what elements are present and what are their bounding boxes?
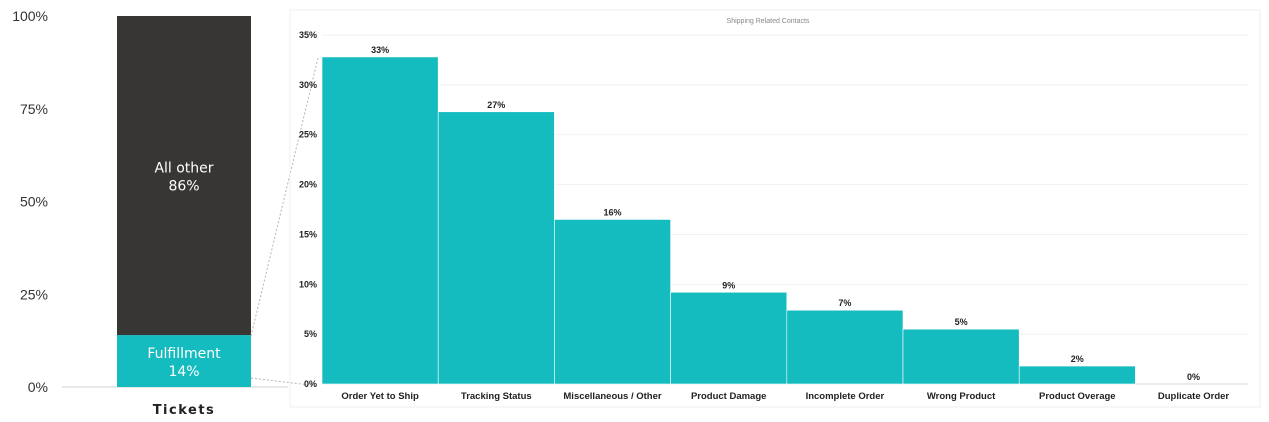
data-label-product-overage: 2%	[1071, 354, 1084, 364]
data-label-order-yet-to-ship: 33%	[371, 45, 389, 55]
right-y-tick-2: 10%	[299, 279, 317, 289]
left-y-axis: 0% 25% 50% 75% 100%	[12, 8, 48, 395]
data-label-product-damage: 9%	[722, 280, 735, 290]
shipping-contacts-chart: Shipping Related Contacts 0% 5% 10% 15% 20% 2…	[289, 9, 1261, 408]
bar-incomplete-order	[786, 309, 904, 385]
bar-miscellaneous-other	[554, 219, 671, 385]
left-y-tick-0: 0%	[28, 379, 48, 395]
bar-tracking-status	[437, 111, 555, 385]
right-y-tick-3: 15%	[299, 229, 317, 239]
category-label-miscellaneous-other: Miscellaneous / Other	[563, 391, 661, 402]
right-y-tick-7: 35%	[299, 30, 317, 40]
category-label-tracking-status: Tracking Status	[461, 391, 532, 402]
segment-value-all-other: 86%	[168, 179, 199, 195]
category-label-order-yet-to-ship: Order Yet to Ship	[341, 391, 419, 402]
right-data-labels: 33% 27% 16% 9% 7% 5% 2% 0%	[371, 45, 1200, 382]
category-label-incomplete-order: Incomplete Order	[806, 391, 885, 402]
category-label-product-damage: Product Damage	[691, 391, 767, 402]
connector-bottom	[250, 377, 319, 387]
chart-panel-border	[289, 9, 1261, 408]
right-y-axis: 0% 5% 10% 15% 20% 25% 30% 35%	[299, 30, 317, 389]
right-y-tick-4: 20%	[299, 180, 317, 190]
data-label-duplicate-order: 0%	[1187, 372, 1200, 382]
data-label-incomplete-order: 7%	[838, 298, 851, 308]
data-label-wrong-product: 5%	[955, 317, 968, 327]
category-label-duplicate-order: Duplicate Order	[1158, 391, 1230, 402]
category-label-wrong-product: Wrong Product	[927, 391, 996, 402]
category-label-product-overage: Product Overage	[1039, 391, 1116, 402]
left-y-tick-3: 75%	[20, 101, 48, 117]
data-label-miscellaneous-other: 16%	[603, 207, 621, 217]
right-y-tick-0: 0%	[304, 379, 317, 389]
right-y-tick-1: 5%	[304, 329, 317, 339]
left-bars: Fulfillment 14% All other 86%	[117, 16, 251, 387]
bar-segment-all-other	[117, 16, 251, 336]
bar-order-yet-to-ship	[321, 56, 439, 385]
right-y-tick-6: 30%	[299, 80, 317, 90]
bar-wrong-product	[902, 328, 1020, 385]
left-y-tick-4: 100%	[12, 8, 48, 24]
data-label-tracking-status: 27%	[487, 100, 505, 110]
tickets-axis-label: Tickets	[153, 403, 216, 418]
chart-title: Shipping Related Contacts	[727, 18, 810, 25]
left-y-tick-1: 25%	[20, 286, 48, 302]
right-x-axis: Order Yet to Ship Tracking Status Miscella…	[341, 391, 1229, 402]
segment-value-fulfillment: 14%	[168, 364, 199, 380]
segment-name-all-other: All other	[154, 161, 213, 177]
bar-product-overage	[1018, 365, 1136, 385]
connector-top	[250, 57, 319, 337]
tickets-stacked-chart: 0% 25% 50% 75% 100% Fulfillment 14% All other 8…	[12, 8, 288, 418]
segment-name-fulfillment: Fulfillment	[147, 346, 221, 362]
right-y-tick-5: 25%	[299, 130, 317, 140]
right-bars	[321, 56, 1136, 385]
bar-product-damage	[670, 291, 788, 385]
left-y-tick-2: 50%	[20, 194, 48, 210]
bar-segment-fulfillment	[117, 335, 251, 387]
